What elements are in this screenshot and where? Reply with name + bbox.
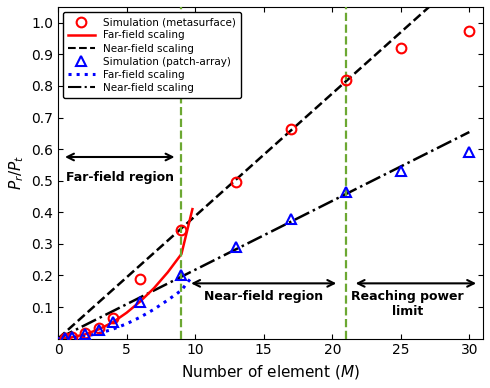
Text: Far-field region: Far-field region (66, 171, 174, 184)
Text: Reaching power
limit: Reaching power limit (351, 290, 464, 318)
Legend: Simulation (metasurface), Far-field scaling, Near-field scaling, Simulation (pat: Simulation (metasurface), Far-field scal… (63, 12, 241, 98)
Y-axis label: $P_r/P_t$: $P_r/P_t$ (7, 155, 25, 190)
X-axis label: Number of element ($M$): Number of element ($M$) (181, 363, 360, 381)
Text: Near-field region: Near-field region (204, 290, 323, 303)
